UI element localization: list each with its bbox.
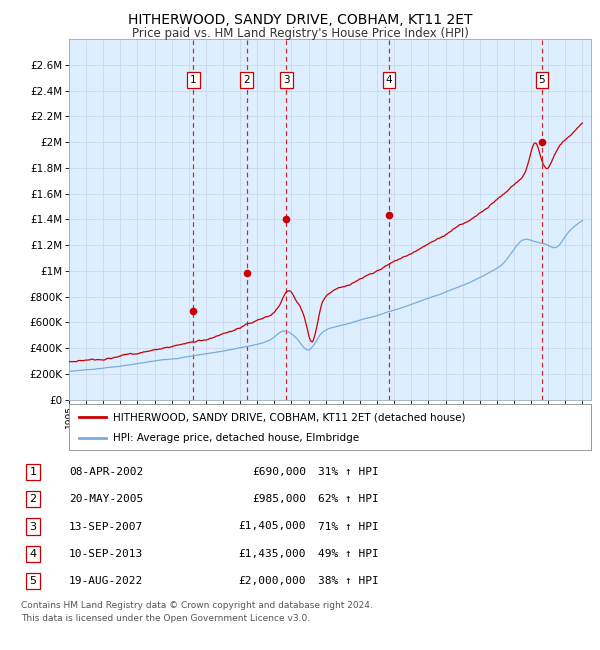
Text: 31% ↑ HPI: 31% ↑ HPI <box>318 467 379 477</box>
Text: 1: 1 <box>29 467 37 477</box>
Text: 49% ↑ HPI: 49% ↑ HPI <box>318 549 379 559</box>
Text: £1,405,000: £1,405,000 <box>239 521 306 532</box>
Text: 62% ↑ HPI: 62% ↑ HPI <box>318 494 379 504</box>
Text: 10-SEP-2013: 10-SEP-2013 <box>69 549 143 559</box>
Text: 5: 5 <box>539 75 545 85</box>
Text: Contains HM Land Registry data © Crown copyright and database right 2024.: Contains HM Land Registry data © Crown c… <box>21 601 373 610</box>
Text: 13-SEP-2007: 13-SEP-2007 <box>69 521 143 532</box>
Text: 20-MAY-2005: 20-MAY-2005 <box>69 494 143 504</box>
Text: HITHERWOOD, SANDY DRIVE, COBHAM, KT11 2ET (detached house): HITHERWOOD, SANDY DRIVE, COBHAM, KT11 2E… <box>113 412 466 422</box>
Text: 38% ↑ HPI: 38% ↑ HPI <box>318 576 379 586</box>
Text: 71% ↑ HPI: 71% ↑ HPI <box>318 521 379 532</box>
Text: 3: 3 <box>283 75 290 85</box>
Text: £2,000,000: £2,000,000 <box>239 576 306 586</box>
Text: 2: 2 <box>244 75 250 85</box>
Text: £1,435,000: £1,435,000 <box>239 549 306 559</box>
Text: HPI: Average price, detached house, Elmbridge: HPI: Average price, detached house, Elmb… <box>113 434 359 443</box>
Text: 4: 4 <box>386 75 392 85</box>
Text: 5: 5 <box>29 576 37 586</box>
Text: 19-AUG-2022: 19-AUG-2022 <box>69 576 143 586</box>
Text: 2: 2 <box>29 494 37 504</box>
Text: Price paid vs. HM Land Registry's House Price Index (HPI): Price paid vs. HM Land Registry's House … <box>131 27 469 40</box>
Text: £985,000: £985,000 <box>252 494 306 504</box>
Text: 1: 1 <box>190 75 197 85</box>
Text: This data is licensed under the Open Government Licence v3.0.: This data is licensed under the Open Gov… <box>21 614 310 623</box>
Text: £690,000: £690,000 <box>252 467 306 477</box>
Text: 4: 4 <box>29 549 37 559</box>
Text: 3: 3 <box>29 521 37 532</box>
Text: 08-APR-2002: 08-APR-2002 <box>69 467 143 477</box>
Text: HITHERWOOD, SANDY DRIVE, COBHAM, KT11 2ET: HITHERWOOD, SANDY DRIVE, COBHAM, KT11 2E… <box>128 13 472 27</box>
